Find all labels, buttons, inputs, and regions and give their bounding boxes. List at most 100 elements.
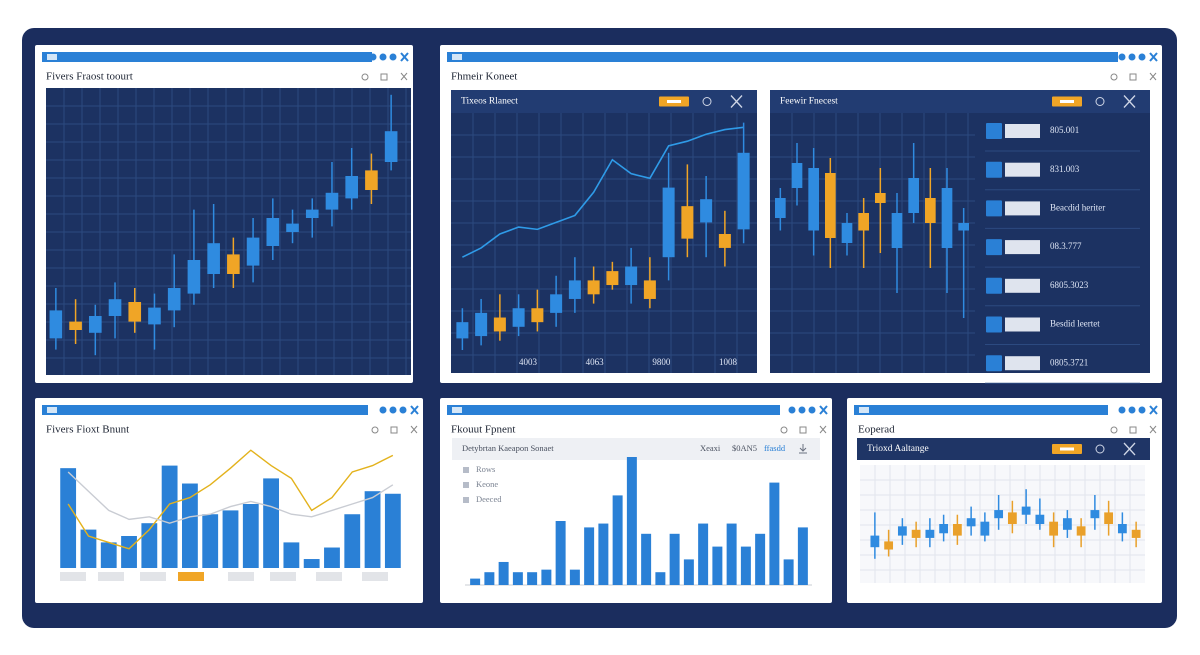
panel-header xyxy=(770,90,1150,113)
list-field[interactable] xyxy=(1005,278,1040,293)
window-title: Eoperad xyxy=(858,424,895,436)
minimize-control[interactable] xyxy=(1110,426,1118,434)
panel-close[interactable] xyxy=(1123,442,1136,456)
window-control[interactable] xyxy=(389,406,397,414)
close-control[interactable] xyxy=(819,425,827,434)
list-field[interactable] xyxy=(1005,201,1040,216)
bar xyxy=(712,546,723,585)
candle-body xyxy=(775,198,786,218)
candle-body xyxy=(870,535,880,548)
panel-close[interactable] xyxy=(1123,95,1136,108)
window-control[interactable] xyxy=(1128,53,1136,61)
window-title: Fhmeir Koneet xyxy=(451,71,517,83)
legend-chip[interactable] xyxy=(98,572,124,581)
list-value: 6805.3023 xyxy=(1050,280,1089,290)
panel-close[interactable] xyxy=(730,95,743,108)
legend-chip[interactable] xyxy=(178,572,204,581)
window-control[interactable] xyxy=(788,406,796,414)
close-control[interactable] xyxy=(819,405,828,415)
download-icon[interactable] xyxy=(799,444,807,454)
candle-body xyxy=(941,188,953,248)
panel-control[interactable] xyxy=(1095,97,1105,106)
window-control[interactable] xyxy=(1128,406,1136,414)
close-control[interactable] xyxy=(400,52,409,62)
candle-body xyxy=(49,310,63,339)
maximize-control[interactable] xyxy=(799,426,807,434)
candle-body xyxy=(908,178,919,213)
close-control[interactable] xyxy=(410,405,419,415)
maximize-control[interactable] xyxy=(1129,73,1137,81)
close-control[interactable] xyxy=(1149,425,1157,434)
close-control[interactable] xyxy=(400,72,408,81)
candle-body xyxy=(925,198,936,223)
close-control[interactable] xyxy=(1149,72,1157,81)
legend-chip[interactable] xyxy=(270,572,296,581)
candle-body xyxy=(1007,512,1017,524)
legend-chip[interactable] xyxy=(316,572,342,581)
bar xyxy=(655,572,666,585)
list-field[interactable] xyxy=(1005,162,1040,177)
window-control[interactable] xyxy=(1138,53,1146,61)
candle-body xyxy=(1076,526,1086,536)
close-control[interactable] xyxy=(1149,405,1158,415)
candle-body xyxy=(187,260,201,294)
candle-body xyxy=(493,317,506,332)
maximize-control[interactable] xyxy=(380,73,388,81)
maximize-control[interactable] xyxy=(1129,426,1137,434)
list-field[interactable] xyxy=(1005,356,1040,371)
candle-body xyxy=(994,510,1004,519)
candle-body xyxy=(1131,529,1141,538)
candle-body xyxy=(128,302,142,322)
window-control[interactable] xyxy=(1138,406,1146,414)
candle-body xyxy=(958,223,969,231)
window-control[interactable] xyxy=(389,53,397,61)
close-control[interactable] xyxy=(1149,52,1158,62)
window-control[interactable] xyxy=(379,53,387,61)
candle-body xyxy=(891,213,903,248)
window-control[interactable] xyxy=(399,406,407,414)
candle-body xyxy=(305,209,319,218)
x-label: 9800 xyxy=(652,357,671,367)
window-control[interactable] xyxy=(369,53,377,61)
minimize-control[interactable] xyxy=(1110,73,1118,81)
window-title: Fivers Fraost toourt xyxy=(46,71,133,83)
header-item[interactable]: ffasdd xyxy=(764,443,786,453)
window-control[interactable] xyxy=(798,406,806,414)
minimize-control[interactable] xyxy=(361,73,369,81)
minimize-control[interactable] xyxy=(780,426,788,434)
window-control[interactable] xyxy=(808,406,816,414)
legend-chip[interactable] xyxy=(60,572,86,581)
window-control[interactable] xyxy=(1118,406,1126,414)
legend-chip[interactable] xyxy=(228,572,254,581)
bar xyxy=(141,523,158,568)
panel-control[interactable] xyxy=(1095,444,1105,454)
minimize-control[interactable] xyxy=(371,426,379,434)
panel-control[interactable] xyxy=(702,97,712,106)
maximize-control[interactable] xyxy=(390,426,398,434)
window-bar xyxy=(447,52,1118,62)
line-series xyxy=(67,471,394,524)
list-value: 805.001 xyxy=(1050,125,1079,135)
list-icon xyxy=(986,239,1002,256)
candle-body xyxy=(167,288,181,311)
legend-chip[interactable] xyxy=(362,572,388,581)
list-field[interactable] xyxy=(1005,317,1040,332)
window-control[interactable] xyxy=(1118,53,1126,61)
close-control[interactable] xyxy=(410,425,418,434)
candle-body xyxy=(939,524,949,534)
panel-button-mark xyxy=(1060,100,1074,103)
chart-area xyxy=(860,465,1145,583)
header-item[interactable]: $0AN5 xyxy=(732,443,757,453)
window-icon xyxy=(47,407,57,413)
header-item[interactable]: Xeaxi xyxy=(700,443,721,453)
panel-title: Feewir Fnecest xyxy=(780,97,838,107)
legend-chip[interactable] xyxy=(140,572,166,581)
list-value: 0805.3721 xyxy=(1050,357,1088,367)
window-control[interactable] xyxy=(379,406,387,414)
list-field[interactable] xyxy=(1005,240,1040,255)
list-field[interactable] xyxy=(1005,124,1040,138)
candle-body xyxy=(325,192,339,210)
candle-body xyxy=(625,266,638,286)
candle-body xyxy=(456,322,469,339)
list-value: 08.3.777 xyxy=(1050,241,1082,251)
